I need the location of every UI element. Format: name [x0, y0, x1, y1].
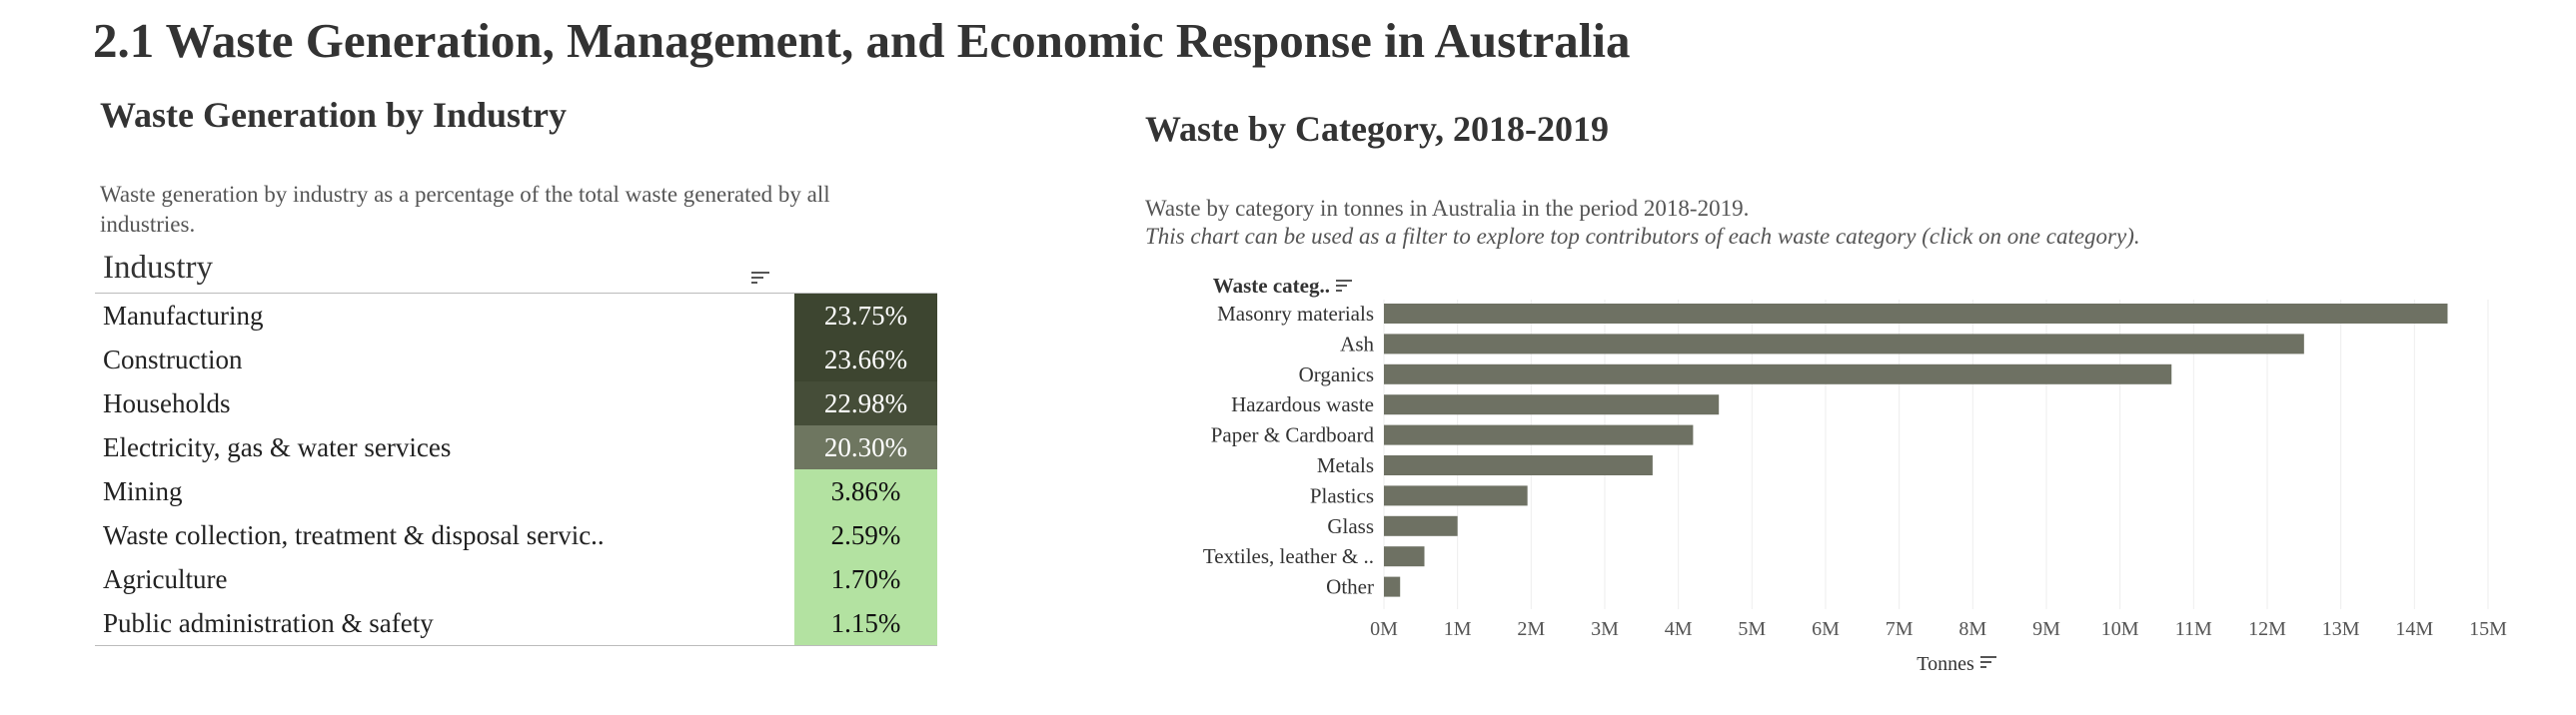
industry-name: Public administration & safety — [103, 608, 434, 638]
industry-percentage: 2.59% — [794, 513, 937, 557]
x-tick-label: 0M — [1370, 618, 1398, 640]
category-label[interactable]: Ash — [1340, 332, 1374, 356]
sort-icon[interactable] — [751, 272, 769, 286]
x-tick-label: 7M — [1886, 618, 1914, 640]
category-label[interactable]: Hazardous waste — [1231, 392, 1374, 416]
bar[interactable] — [1384, 485, 1528, 506]
x-tick-label: 3M — [1591, 618, 1619, 640]
industry-name: Agriculture — [103, 564, 228, 594]
table-row[interactable]: Agriculture 1.70% — [95, 557, 937, 601]
table-row[interactable]: Mining 3.86% — [95, 469, 937, 513]
table-row[interactable]: Electricity, gas & water services 20.30% — [95, 425, 937, 469]
category-label[interactable]: Glass — [1327, 514, 1374, 538]
x-tick-label: 15M — [2469, 618, 2507, 640]
sort-icon[interactable] — [1336, 280, 1352, 282]
sort-icon[interactable] — [1336, 290, 1342, 292]
x-tick-label: 12M — [2248, 618, 2286, 640]
x-tick-label: 11M — [2175, 618, 2212, 640]
category-panel-hint: This chart can be used as a filter to ex… — [1145, 224, 2140, 249]
x-tick-label: 14M — [2395, 618, 2433, 640]
category-label[interactable]: Plastics — [1310, 483, 1374, 507]
x-tick-label: 8M — [1958, 618, 1986, 640]
category-label[interactable]: Metals — [1317, 453, 1374, 477]
bar[interactable] — [1384, 455, 1653, 475]
industry-percentage: 22.98% — [794, 381, 937, 425]
sort-icon[interactable] — [1980, 661, 1991, 663]
table-row[interactable]: Public administration & safety 1.15% — [95, 601, 937, 645]
industry-column-header[interactable]: Industry — [103, 250, 213, 286]
industry-name: Households — [103, 388, 231, 418]
category-label[interactable]: Masonry materials — [1217, 302, 1374, 326]
industry-percentage: 3.86% — [794, 469, 937, 513]
bar[interactable] — [1384, 304, 2448, 324]
bar[interactable] — [1384, 515, 1458, 536]
x-tick-label: 13M — [2322, 618, 2360, 640]
category-label[interactable]: Other — [1326, 575, 1374, 599]
category-panel-title: Waste by Category, 2018-2019 — [1145, 109, 1609, 149]
bar[interactable] — [1384, 546, 1425, 567]
industry-percentage: 23.75% — [794, 294, 937, 338]
table-row[interactable]: Waste collection, treatment & disposal s… — [95, 513, 937, 557]
industry-name: Manufacturing — [103, 301, 264, 331]
category-axis-header[interactable]: Waste categ.. — [1213, 274, 1330, 298]
industry-percentage: 1.15% — [794, 601, 937, 645]
page-title: 2.1 Waste Generation, Management, and Ec… — [93, 13, 1631, 68]
industry-panel-title: Waste Generation by Industry — [100, 95, 568, 135]
bar[interactable] — [1384, 576, 1401, 597]
x-tick-label: 10M — [2101, 618, 2139, 640]
x-tick-label: 9M — [2032, 618, 2060, 640]
industry-panel-description: Waste generation by industry as a percen… — [100, 182, 830, 237]
sort-icon[interactable] — [1980, 656, 1996, 658]
category-label[interactable]: Organics — [1299, 362, 1374, 386]
bar[interactable] — [1384, 334, 2304, 355]
industry-name: Waste collection, treatment & disposal s… — [103, 520, 605, 550]
bar[interactable] — [1384, 394, 1720, 415]
industry-table: Industry Manufacturing 23.75% Construction… — [95, 250, 937, 646]
table-body: Manufacturing 23.75% Construction 23.66% Hou… — [95, 294, 937, 645]
industry-name: Construction — [103, 345, 243, 374]
table-row[interactable]: Households 22.98% — [95, 381, 937, 425]
industry-percentage: 23.66% — [794, 338, 937, 381]
x-tick-label: 6M — [1812, 618, 1840, 640]
category-label[interactable]: Textiles, leather & .. — [1203, 544, 1374, 568]
x-tick-label: 1M — [1444, 618, 1472, 640]
sort-icon[interactable] — [1980, 666, 1986, 668]
table-row[interactable]: Construction 23.66% — [95, 338, 937, 381]
industry-name: Mining — [103, 476, 183, 506]
x-tick-label: 5M — [1738, 618, 1766, 640]
bar[interactable] — [1384, 363, 2172, 384]
industry-percentage: 1.70% — [794, 557, 937, 601]
x-tick-label: 4M — [1665, 618, 1693, 640]
table-header: Industry — [95, 250, 937, 294]
sort-icon[interactable] — [1336, 285, 1347, 287]
x-tick-label: 2M — [1517, 618, 1545, 640]
bar[interactable] — [1384, 424, 1694, 445]
x-axis-label: Tonnes — [1917, 653, 1974, 675]
table-row[interactable]: Manufacturing 23.75% — [95, 294, 937, 338]
industry-name: Electricity, gas & water services — [103, 432, 452, 462]
category-panel-description: Waste by category in tonnes in Australia… — [1145, 196, 1750, 221]
category-label[interactable]: Paper & Cardboard — [1211, 423, 1375, 447]
industry-percentage: 20.30% — [794, 425, 937, 469]
